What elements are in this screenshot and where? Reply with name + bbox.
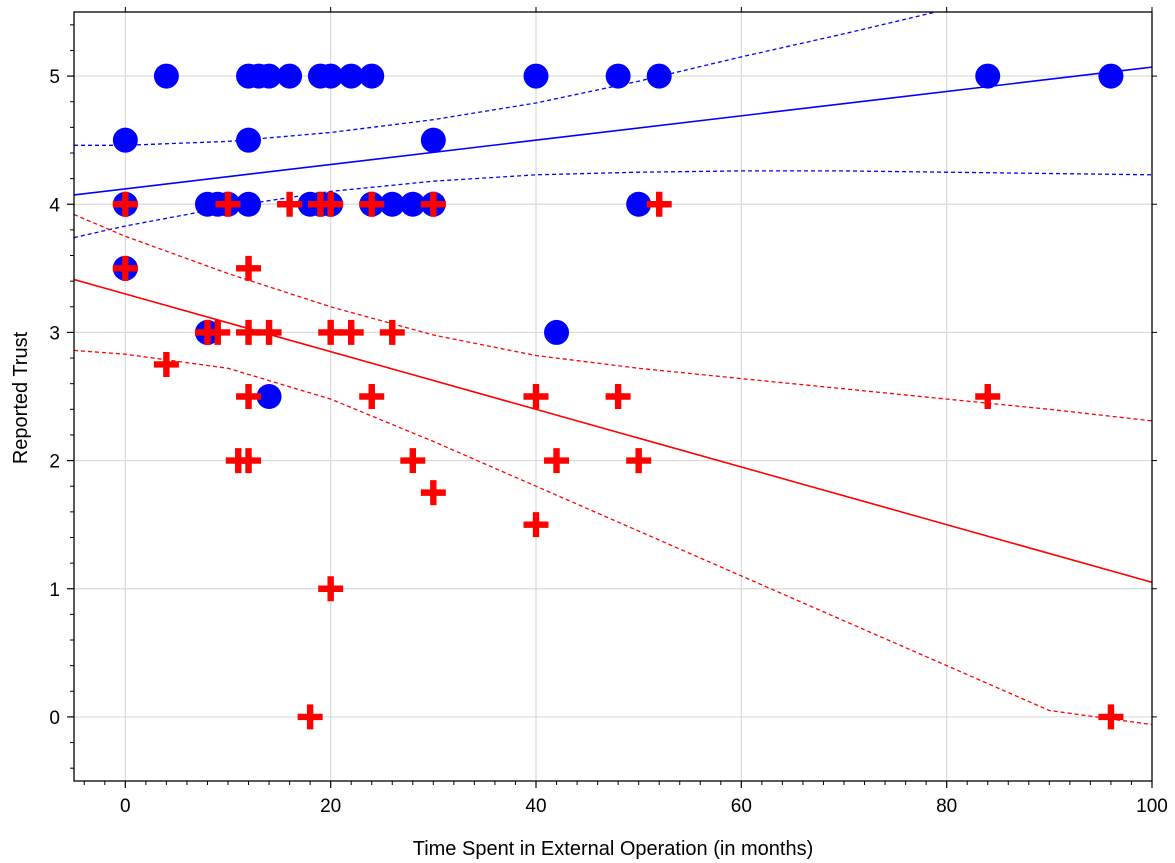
y-tick-label: 2 [49,452,60,473]
data-point-cross [215,191,241,217]
data-point-circle [400,191,426,217]
data-points [112,63,1124,730]
x-axis-title: Time Spent in External Operation (in mon… [413,838,814,860]
data-point-cross [626,448,652,474]
data-point-circle [626,191,652,217]
data-point-circle [544,319,570,345]
data-point-circle [112,127,138,153]
y-tick-label: 1 [49,580,60,601]
data-point-cross [400,448,426,474]
data-point-cross [112,255,138,281]
data-point-cross [1098,704,1124,730]
y-axis-title: Reported Trust [10,331,32,464]
data-point-circle [646,63,672,89]
data-point-circle [605,63,631,89]
data-point-circle [338,63,364,89]
data-point-cross [112,191,138,217]
data-point-circle [975,63,1001,89]
x-tick-label: 80 [936,796,957,817]
data-point-cross [236,255,262,281]
data-point-cross [544,448,570,474]
plot-border [73,11,1153,782]
data-point-cross [236,448,262,474]
confidence-band-lower-red [74,349,1152,726]
data-point-circle [420,127,446,153]
data-point-cross [420,480,446,506]
data-point-cross [236,319,262,345]
data-point-cross [236,384,262,409]
x-tick-label: 100 [1136,796,1168,817]
x-tick-label: 40 [525,796,546,817]
data-point-cross [379,319,405,345]
data-point-circle [256,384,282,409]
data-point-cross [646,191,672,217]
axis-ticks: 0 20 40 60 80 100 0 1 2 3 4 5 [49,7,1168,817]
data-point-cross [359,384,385,409]
confidence-band-lower-blue [74,170,1152,239]
data-point-cross [318,191,344,217]
data-point-circle [318,63,344,89]
x-tick-label: 20 [320,796,341,817]
data-point-cross [153,351,179,377]
data-point-circle [277,63,303,89]
x-tick-label: 60 [731,796,752,817]
confidence-band-upper-blue [74,12,939,146]
data-point-cross [523,512,549,538]
y-tick-label: 3 [49,323,60,344]
data-point-cross [523,384,549,409]
data-point-cross [297,704,323,730]
data-point-circle [1098,63,1124,89]
data-point-cross [420,191,446,217]
y-tick-label: 0 [49,708,60,729]
confidence-band-upper-red [74,213,1152,422]
data-point-cross [338,319,364,345]
data-point-cross [318,319,344,345]
plot-frame [73,11,1153,782]
data-point-circle [236,127,262,153]
data-point-cross [256,319,282,345]
y-tick-label: 4 [49,195,60,216]
data-point-circle [236,191,262,217]
data-point-circle [256,63,282,89]
data-point-cross [975,384,1001,409]
fit-line-blue [74,66,1152,196]
x-tick-label: 0 [120,796,131,817]
data-point-circle [523,63,549,89]
data-point-cross [205,319,231,345]
data-point-cross [277,191,303,217]
data-point-cross [605,384,631,409]
data-point-circle [153,63,179,89]
data-point-cross [318,576,344,602]
data-point-cross [359,191,385,217]
data-point-circle [359,63,385,89]
y-tick-label: 5 [49,67,60,88]
data-point-circle [379,191,405,217]
